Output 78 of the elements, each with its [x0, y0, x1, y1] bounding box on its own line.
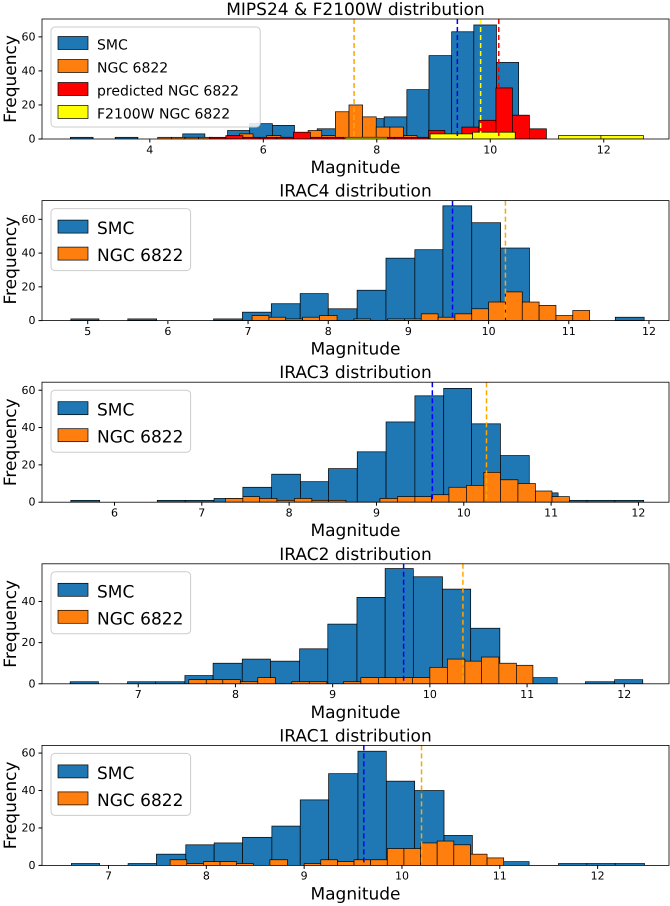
x-tick-label: 5	[84, 324, 92, 338]
x-tick-label: 11	[492, 870, 507, 883]
x-axis-title: Magnitude	[310, 884, 401, 904]
legend-label: NGC 6822	[97, 609, 184, 630]
x-tick-label: 10	[483, 143, 498, 156]
legend-label: NGC 6822	[97, 60, 168, 76]
x-tick-label: 8	[202, 870, 210, 883]
legend-label: SMC	[97, 764, 134, 784]
x-tick-label: 7	[105, 870, 112, 883]
x-tick-label: 7	[244, 324, 252, 338]
x-axis-title: Magnitude	[310, 158, 401, 178]
y-tick-label: 60	[22, 384, 36, 397]
chart-title: IRAC3 distribution	[279, 363, 432, 384]
y-tick-label: 40	[22, 64, 36, 78]
y-tick-label: 20	[22, 636, 36, 650]
y-tick-label: 0	[28, 132, 36, 146]
chart-title: IRAC2 distribution	[279, 544, 432, 565]
x-tick-label: 11	[520, 688, 534, 702]
x-tick-label: 8	[324, 324, 332, 338]
x-tick-label: 9	[329, 688, 336, 702]
x-tick-label: 9	[404, 324, 412, 338]
y-tick-label: 20	[22, 98, 36, 112]
y-axis-title: Frequency	[1, 761, 21, 850]
y-tick-label: 0	[28, 314, 36, 328]
x-tick-label: 6	[164, 324, 172, 338]
legend-label: SMC	[97, 582, 134, 602]
x-tick-label: 12	[617, 688, 632, 702]
x-tick-label: 10	[482, 324, 496, 338]
x-tick-label: 11	[544, 506, 558, 520]
y-tick-label: 40	[22, 246, 36, 260]
x-tick-label: 10	[394, 870, 409, 883]
legend-label: SMC	[97, 219, 134, 240]
y-tick-label: 0	[28, 858, 36, 872]
y-tick-label: 60	[22, 212, 36, 226]
x-tick-label: 9	[372, 506, 380, 520]
x-tick-label: 10	[422, 688, 437, 702]
y-tick-label: 0	[28, 496, 36, 509]
y-tick-label: 0	[28, 677, 36, 690]
y-tick-label: 20	[22, 280, 36, 294]
legend-label: F2100W NGC 6822	[97, 106, 230, 122]
legend-label: NGC 6822	[97, 246, 184, 266]
x-axis-title: Magnitude	[310, 521, 401, 542]
chart-title: IRAC4 distribution	[279, 182, 432, 202]
y-tick-label: 20	[22, 821, 36, 834]
chart-title: MIPS24 & F2100W distribution	[226, 0, 485, 20]
x-tick-label: 8	[232, 688, 239, 702]
x-axis-title: Magnitude	[310, 702, 401, 723]
y-axis-title: Frequency	[1, 398, 21, 486]
x-tick-label: 7	[134, 688, 142, 702]
y-tick-label: 40	[22, 594, 36, 608]
x-tick-label: 7	[198, 506, 206, 520]
x-tick-label: 10	[456, 506, 471, 520]
y-tick-label: 60	[22, 30, 36, 44]
legend-label: SMC	[97, 400, 134, 421]
y-tick-label: 40	[22, 421, 36, 434]
x-tick-label: 6	[260, 143, 267, 156]
y-axis-title: Frequency	[1, 580, 21, 668]
y-axis-title: Frequency	[1, 35, 21, 123]
x-tick-label: 4	[146, 143, 154, 156]
x-axis-title: Magnitude	[310, 340, 401, 360]
y-tick-label: 60	[22, 746, 36, 760]
x-tick-label: 12	[596, 143, 611, 156]
y-axis-title: Frequency	[1, 216, 21, 305]
y-tick-label: 20	[22, 458, 36, 472]
x-tick-label: 8	[373, 143, 380, 156]
x-tick-label: 8	[286, 506, 293, 520]
chart-title: IRAC1 distribution	[279, 726, 432, 746]
x-tick-label: 11	[562, 324, 576, 338]
legend-label: SMC	[97, 37, 128, 54]
legend-label: NGC 6822	[97, 428, 184, 448]
legend-label: NGC 6822	[97, 790, 184, 811]
x-tick-label: 12	[631, 506, 646, 520]
legend-label: predicted NGC 6822	[97, 83, 240, 100]
x-tick-label: 12	[642, 324, 656, 338]
y-tick-label: 40	[22, 784, 36, 798]
x-tick-label: 9	[300, 870, 308, 883]
x-tick-label: 12	[590, 870, 605, 883]
x-tick-label: 6	[110, 506, 118, 520]
